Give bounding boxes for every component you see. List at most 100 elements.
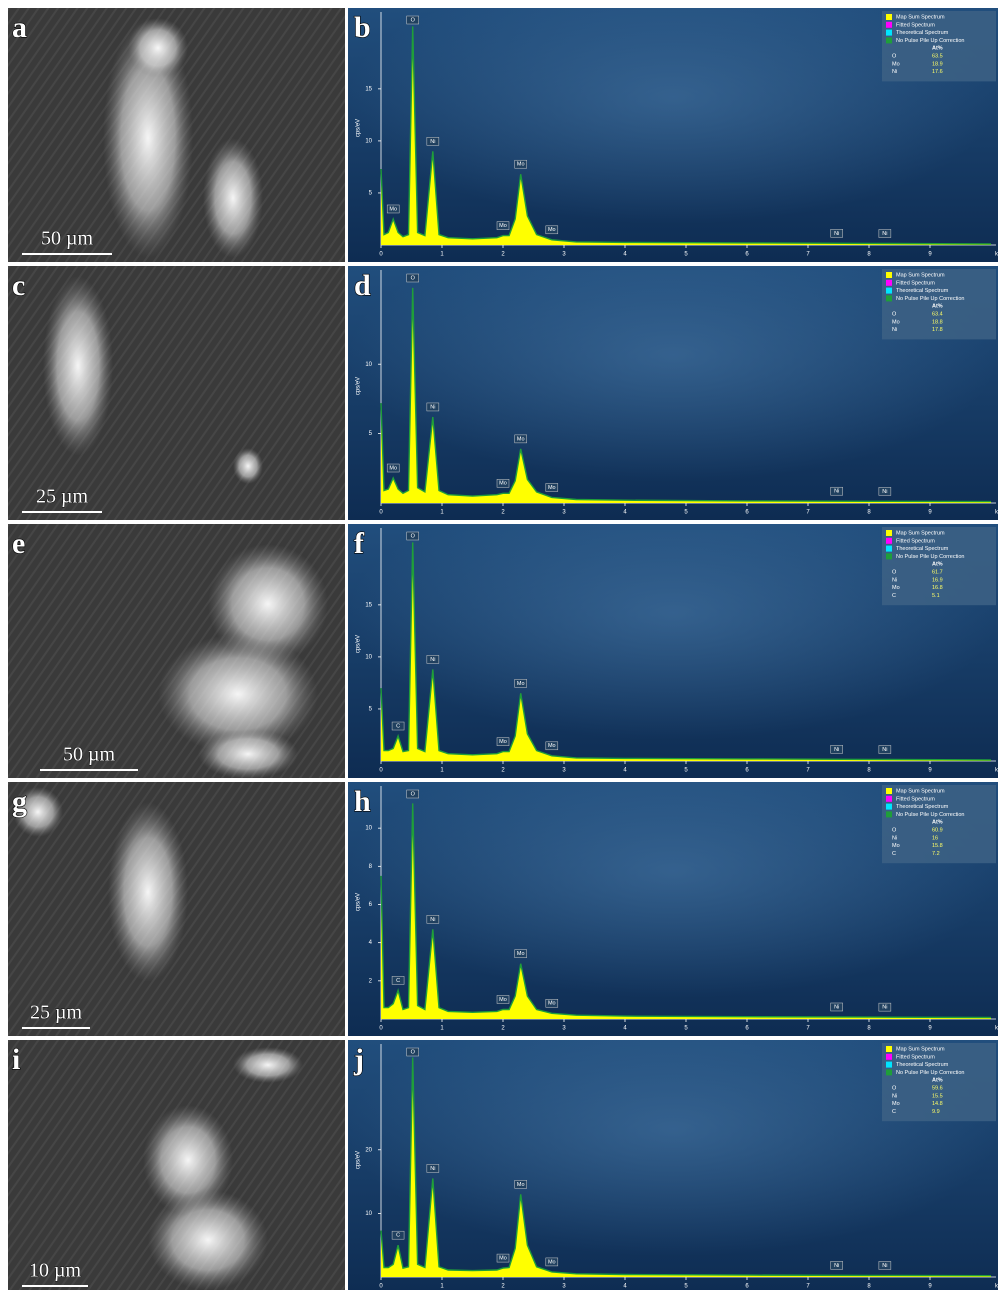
y-tick-label: 15 [365, 86, 372, 92]
y-tick-label: 10 [365, 826, 372, 832]
composition-value: 15.8 [932, 843, 943, 849]
x-axis-label: keV [995, 510, 1000, 516]
legend-label: No Pulse Pile Up Correction [896, 554, 964, 560]
panel-label: i [12, 1043, 20, 1076]
legend-label: No Pulse Pile Up Correction [896, 296, 964, 302]
peak-label: C [396, 723, 400, 729]
legend-label: No Pulse Pile Up Correction [896, 38, 964, 44]
panel-label: j [353, 1043, 364, 1076]
composition-element: Ni [892, 327, 897, 333]
composition-value: 17.8 [932, 327, 943, 333]
image-panel: i10 µm [8, 1040, 345, 1290]
legend-label: Map Sum Spectrum [896, 788, 945, 794]
peak-label: Ni [430, 139, 435, 145]
composition-header: At% [932, 46, 943, 52]
legend-swatch [886, 811, 892, 817]
legend-swatch [886, 538, 892, 544]
legend-label: Fitted Spectrum [896, 796, 935, 802]
peak-label: Ni [834, 1004, 839, 1010]
peak-label: C [396, 1233, 400, 1239]
legend-swatch [886, 1046, 892, 1052]
composition-element: Mo [892, 585, 900, 591]
peak-label: C [396, 978, 400, 984]
panel-label: a [12, 11, 27, 44]
legend-label: Fitted Spectrum [896, 538, 935, 544]
legend-swatch [886, 804, 892, 810]
spectrum-panel: 2468100123456789keVcps/eVCONiMoMoMoNiNih… [348, 782, 1000, 1036]
peak-label: Ni [882, 1005, 887, 1011]
peak-label: Mo [548, 485, 556, 491]
peak-label: Ni [834, 489, 839, 495]
composition-value: 61.7 [932, 569, 943, 575]
composition-element: Mo [892, 843, 900, 849]
peak-label: Mo [517, 681, 525, 687]
bright-region [203, 138, 263, 258]
peak-label: Ni [882, 747, 887, 753]
bright-region [108, 802, 188, 982]
legend-swatch [886, 30, 892, 36]
y-tick-label: 10 [365, 654, 372, 660]
composition-element: Ni [892, 1093, 897, 1099]
peak-label: Mo [517, 951, 525, 957]
peak-label: O [411, 275, 416, 281]
composition-value: 63.5 [932, 53, 943, 59]
composition-element: C [892, 1109, 896, 1115]
peak-label: Mo [499, 481, 507, 487]
legend-swatch [886, 295, 892, 301]
composition-value: 15.5 [932, 1093, 943, 1099]
peak-label: Mo [548, 227, 556, 233]
legend-swatch [886, 37, 892, 43]
composition-value: 18.8 [932, 319, 943, 325]
composition-element: O [892, 569, 897, 575]
panel-label: g [12, 785, 27, 818]
peak-label: Ni [834, 747, 839, 753]
peak-label: O [411, 791, 416, 797]
peak-label: Mo [548, 743, 556, 749]
composition-value: 18.9 [932, 61, 943, 67]
panel-label: h [354, 785, 371, 818]
scale-label: 50 µm [63, 744, 116, 766]
peak-label: Mo [499, 223, 507, 229]
legend-swatch [886, 280, 892, 286]
legend-swatch [886, 546, 892, 552]
composition-value: 60.9 [932, 827, 943, 833]
composition-element: Mo [892, 319, 900, 325]
legend-label: Theoretical Spectrum [896, 804, 949, 810]
legend-label: No Pulse Pile Up Correction [896, 812, 964, 818]
panel-label: c [12, 269, 25, 302]
spectrum-panel: 10200123456789keVcps/eVCONiMoMoMoNiNijMa… [348, 1040, 1000, 1290]
peak-label: Mo [548, 1001, 556, 1007]
y-tick-label: 20 [365, 1147, 372, 1153]
scale-label: 25 µm [30, 1002, 83, 1024]
y-axis-label: cps/eV [356, 635, 362, 653]
spectrum-panel: 510150123456789keVcps/eVMoONiMoMoMoNiNib… [348, 8, 1000, 262]
bright-region [128, 18, 188, 78]
legend-swatch [886, 796, 892, 802]
peak-label: Ni [882, 1263, 887, 1269]
composition-element: C [892, 593, 896, 599]
y-axis-label: cps/eV [356, 377, 362, 395]
x-axis-label: keV [995, 1284, 1000, 1290]
composition-element: Mo [892, 1101, 900, 1107]
y-axis-label: cps/eV [356, 119, 362, 137]
composition-element: O [892, 311, 897, 317]
composition-value: 16.9 [932, 577, 943, 583]
peak-label: Ni [834, 1263, 839, 1269]
peak-label: Ni [430, 917, 435, 923]
peak-label: Ni [430, 1166, 435, 1172]
image-panel: e50 µm [8, 524, 345, 779]
image-panel: a 50 µm [8, 8, 345, 262]
y-axis-label: cps/eV [356, 893, 362, 911]
legend-label: Theoretical Spectrum [896, 30, 949, 36]
legend-swatch [886, 1062, 892, 1068]
composition-element: C [892, 851, 896, 857]
legend-swatch [886, 14, 892, 20]
legend-label: No Pulse Pile Up Correction [896, 1070, 964, 1076]
composition-element: O [892, 1085, 897, 1091]
peak-label: Mo [499, 997, 507, 1003]
legend-label: Theoretical Spectrum [896, 1062, 949, 1068]
peak-label: Ni [834, 231, 839, 237]
scale-label: 50 µm [41, 228, 94, 250]
composition-value: 16.8 [932, 585, 943, 591]
legend-label: Fitted Spectrum [896, 280, 935, 286]
